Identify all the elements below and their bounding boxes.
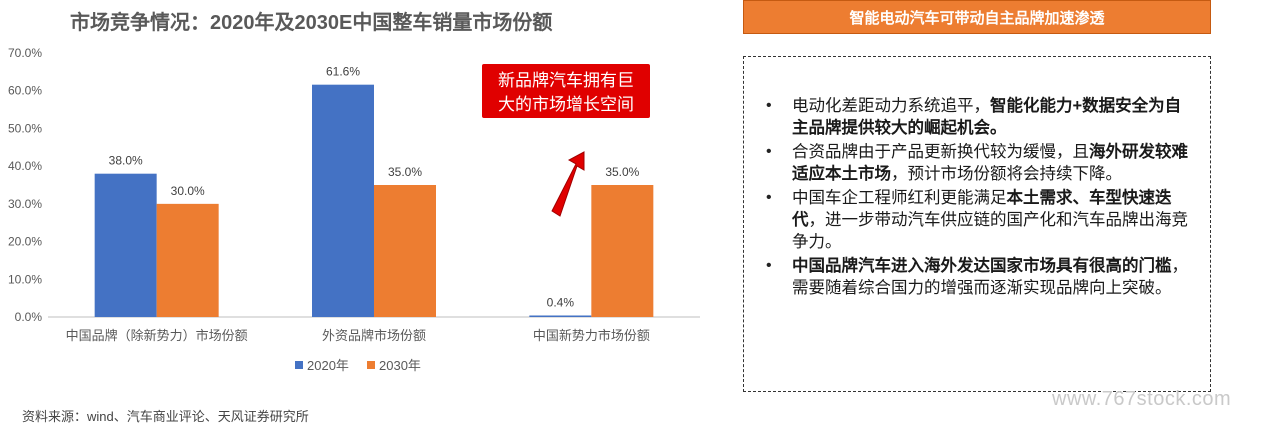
legend-swatch: [295, 361, 303, 369]
y-tick-label: 30.0%: [8, 197, 42, 211]
legend-label: 2020年: [307, 358, 349, 373]
bullet-item: • 电动化差距动力系统追平，智能化能力+数据安全为自主品牌提供较大的崛起机会。: [758, 95, 1196, 139]
bullet-dot-icon: •: [766, 97, 772, 114]
bullet-dot-icon: •: [766, 143, 772, 160]
chart-title: 市场竞争情况：2020年及2030E中国整车销量市场份额: [70, 12, 553, 34]
bullet-text: 中国车企工程师红利更能满足: [792, 189, 1007, 207]
callout-box: [480, 62, 652, 120]
y-tick-label: 10.0%: [8, 272, 42, 286]
bullet-text: ，需要随着综合国力的增强而逐渐实现品牌向上突破。: [792, 257, 1188, 297]
callout-arrow-icon: [551, 151, 585, 217]
bullet-item: • 中国车企工程师红利更能满足本土需求、车型快速迭代，进一步带动汽车供应链的国产化…: [758, 187, 1196, 253]
chart-legend: 2020年 2030年: [295, 358, 421, 373]
bar-2030: [156, 203, 219, 317]
bullet-emphasis: 中国品牌汽车进入海外发达国家市场具有很高的门槛: [792, 257, 1172, 275]
bullet-emphasis: 本土需求、车型快速迭代: [792, 189, 1172, 229]
data-label: 35.0%: [388, 165, 422, 179]
data-label: 0.4%: [547, 295, 575, 309]
bullet-text: 电动化差距动力系统追平，: [792, 97, 990, 115]
data-label: 35.0%: [605, 165, 639, 179]
bar-2030: [374, 185, 436, 317]
data-label: 38.0%: [109, 154, 143, 168]
legend-swatch: [367, 361, 375, 369]
bullet-text: 合资品牌由于产品更新换代较为缓慢，且: [792, 143, 1089, 161]
y-tick-label: 20.0%: [8, 235, 42, 249]
source-note: 资料来源：wind、汽车商业评论、天风证券研究所: [22, 409, 309, 424]
bullet-text: ，预计市场份额将会持续下降。: [891, 165, 1122, 183]
bar-2020: [312, 84, 374, 318]
watermark: www.767stock.com: [1052, 388, 1232, 410]
bars: 38.0% 30.0% 61.6% 35.0% 0.4% 35.0%: [94, 65, 654, 318]
x-category-label: 中国新势力市场份额: [533, 328, 650, 343]
y-tick-label: 50.0%: [8, 121, 42, 135]
y-tick-label: 40.0%: [8, 159, 42, 173]
x-category-label: 外资品牌市场份额: [322, 328, 426, 343]
bar-2020: [94, 173, 157, 317]
bullet-list: • 电动化差距动力系统追平，智能化能力+数据安全为自主品牌提供较大的崛起机会。 • 合…: [758, 95, 1196, 299]
y-tick-label: 70.0%: [8, 46, 42, 60]
bullet-dot-icon: •: [766, 189, 772, 206]
x-axis: 中国品牌（除新势力）市场份额 外资品牌市场份额 中国新势力市场份额: [66, 328, 650, 343]
bullet-item: • 中国品牌汽车进入海外发达国家市场具有很高的门槛，需要随着综合国力的增强而逐渐实…: [758, 255, 1196, 299]
callout-text-line2: 大的市场增长空间: [498, 95, 634, 114]
x-category-label: 中国品牌（除新势力）市场份额: [66, 328, 248, 343]
right-panel-header: 智能电动汽车可带动自主品牌加速渗透: [743, 0, 1211, 34]
y-tick-label: 0.0%: [15, 310, 43, 324]
legend-label: 2030年: [379, 358, 421, 373]
bar-2030: [591, 185, 654, 317]
bar-2020: [529, 315, 592, 317]
data-label: 61.6%: [326, 65, 360, 79]
bullet-emphasis: 智能化能力+数据安全为自主品牌提供较大的崛起机会。: [792, 97, 1182, 137]
y-tick-label: 60.0%: [8, 84, 42, 98]
bullet-item: • 合资品牌由于产品更新换代较为缓慢，且海外研发较难适应本土市场，预计市场份额将会…: [758, 141, 1196, 185]
bullet-emphasis: 海外研发较难适应本土市场: [792, 143, 1188, 183]
bar-chart: 0.0%10.0%20.0%30.0%40.0%50.0%60.0%70.0% …: [8, 46, 700, 373]
bullet-text: ，进一步带动汽车供应链的国产化和汽车品牌出海竞争力。: [792, 211, 1188, 251]
callout-text-line1: 新品牌汽车拥有巨: [498, 71, 634, 90]
data-label: 30.0%: [171, 184, 205, 198]
bullet-box: • 电动化差距动力系统追平，智能化能力+数据安全为自主品牌提供较大的崛起机会。 • 合…: [743, 56, 1211, 392]
bullet-dot-icon: •: [766, 257, 772, 274]
